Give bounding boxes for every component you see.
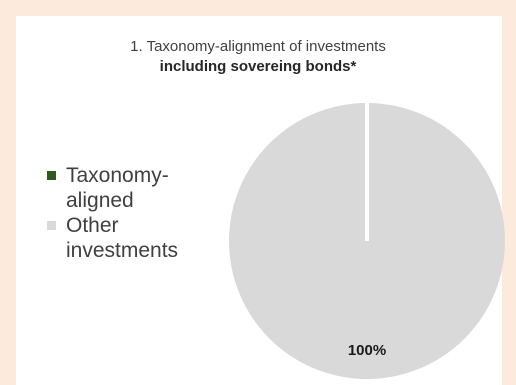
data-label-other-investments: 100% bbox=[348, 342, 386, 359]
legend-label-taxonomy-aligned: Taxonomy-aligned bbox=[66, 164, 169, 212]
chart-legend: Taxonomy-aligned Other investments bbox=[47, 163, 217, 263]
legend-item-taxonomy-aligned: Taxonomy-aligned bbox=[47, 163, 217, 213]
legend-item-other-investments: Other investments bbox=[47, 213, 217, 263]
legend-swatch-taxonomy-aligned bbox=[47, 171, 56, 180]
chart-subtitle: including sovereing bonds* bbox=[159, 58, 357, 75]
legend-label-other-investments: Other investments bbox=[66, 214, 179, 262]
chart-title: 1. Taxonomy-alignment of investments bbox=[130, 38, 386, 55]
legend-swatch-other-investments bbox=[47, 221, 56, 230]
